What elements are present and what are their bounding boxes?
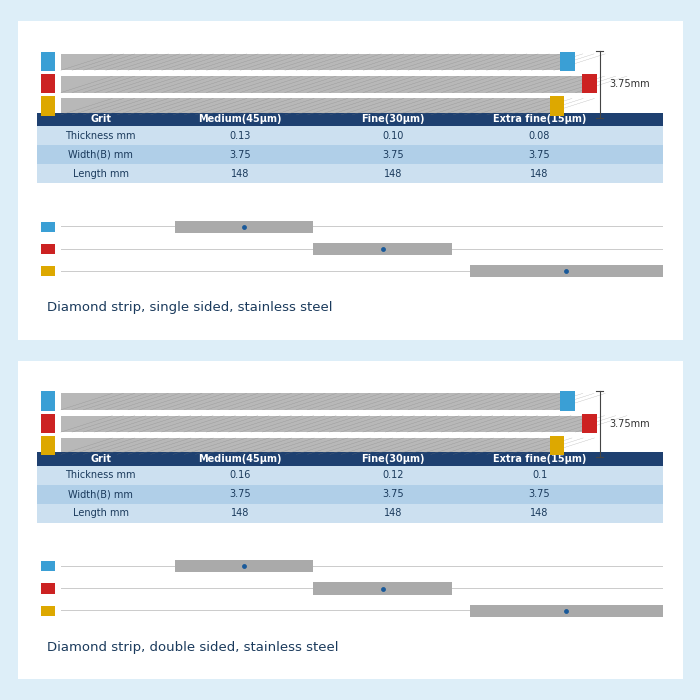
Bar bbox=[41, 97, 55, 116]
Bar bbox=[41, 414, 55, 433]
Bar bbox=[582, 414, 596, 433]
Text: 148: 148 bbox=[231, 169, 249, 179]
Bar bbox=[41, 222, 55, 232]
Text: 148: 148 bbox=[231, 508, 249, 519]
Text: Length mm: Length mm bbox=[73, 508, 129, 519]
Text: 3.75mm: 3.75mm bbox=[610, 79, 650, 90]
Text: 3.75: 3.75 bbox=[230, 150, 251, 160]
Bar bbox=[61, 588, 663, 589]
Bar bbox=[470, 265, 662, 277]
Text: 3.75mm: 3.75mm bbox=[610, 419, 650, 429]
Text: Grit: Grit bbox=[90, 454, 111, 464]
Text: Thickness mm: Thickness mm bbox=[65, 131, 136, 141]
Bar bbox=[41, 436, 55, 455]
Bar bbox=[561, 391, 575, 410]
Text: 3.75: 3.75 bbox=[382, 150, 404, 160]
Bar bbox=[41, 244, 55, 254]
Bar bbox=[61, 271, 663, 272]
Bar bbox=[38, 113, 662, 126]
Text: 0.08: 0.08 bbox=[528, 131, 550, 141]
Bar bbox=[314, 243, 452, 255]
Bar bbox=[175, 220, 314, 233]
Text: 0.16: 0.16 bbox=[230, 470, 251, 480]
Text: Length mm: Length mm bbox=[73, 169, 129, 179]
Bar bbox=[38, 466, 662, 484]
Bar bbox=[41, 266, 55, 276]
Bar bbox=[550, 436, 564, 455]
Bar bbox=[61, 566, 663, 567]
Text: Width(B) mm: Width(B) mm bbox=[68, 489, 133, 499]
Bar bbox=[61, 76, 587, 92]
Text: 0.13: 0.13 bbox=[230, 131, 251, 141]
Bar bbox=[61, 248, 663, 250]
Text: Fine(30μm): Fine(30μm) bbox=[361, 114, 425, 125]
Bar bbox=[314, 582, 452, 594]
Text: 0.1: 0.1 bbox=[532, 470, 547, 480]
FancyBboxPatch shape bbox=[8, 356, 692, 684]
Bar bbox=[550, 97, 564, 116]
Text: 148: 148 bbox=[531, 169, 549, 179]
Text: Thickness mm: Thickness mm bbox=[65, 470, 136, 480]
Text: 148: 148 bbox=[384, 508, 402, 519]
Bar bbox=[38, 145, 662, 164]
Bar bbox=[175, 560, 314, 573]
Text: Medium(45μm): Medium(45μm) bbox=[199, 114, 282, 125]
Text: 0.10: 0.10 bbox=[382, 131, 404, 141]
Bar bbox=[41, 74, 55, 93]
Bar bbox=[41, 561, 55, 571]
Text: 3.75: 3.75 bbox=[382, 489, 404, 499]
Text: Grit: Grit bbox=[90, 114, 111, 125]
Bar bbox=[561, 52, 575, 71]
Text: Fine(30μm): Fine(30μm) bbox=[361, 454, 425, 464]
Text: 0.12: 0.12 bbox=[382, 470, 404, 480]
Bar bbox=[38, 126, 662, 145]
Bar bbox=[61, 393, 565, 410]
Bar bbox=[61, 416, 587, 432]
Bar bbox=[38, 452, 662, 466]
Bar bbox=[38, 504, 662, 523]
Bar bbox=[61, 438, 554, 454]
Bar bbox=[61, 226, 663, 228]
Text: Medium(45μm): Medium(45μm) bbox=[199, 454, 282, 464]
Text: 148: 148 bbox=[531, 508, 549, 519]
Text: 3.75: 3.75 bbox=[230, 489, 251, 499]
Text: Extra fine(15μm): Extra fine(15μm) bbox=[493, 454, 586, 464]
Text: Diamond strip, single sided, stainless steel: Diamond strip, single sided, stainless s… bbox=[48, 301, 333, 314]
Bar bbox=[41, 606, 55, 616]
Bar bbox=[41, 52, 55, 71]
Bar bbox=[41, 391, 55, 410]
Text: Diamond strip, double sided, stainless steel: Diamond strip, double sided, stainless s… bbox=[48, 640, 339, 654]
Bar bbox=[470, 605, 662, 617]
Bar bbox=[61, 99, 554, 115]
Text: Extra fine(15μm): Extra fine(15μm) bbox=[493, 114, 586, 125]
Text: 3.75: 3.75 bbox=[528, 489, 550, 499]
Bar bbox=[61, 610, 663, 611]
Bar bbox=[38, 164, 662, 183]
Text: Width(B) mm: Width(B) mm bbox=[68, 150, 133, 160]
Bar bbox=[582, 74, 596, 93]
Bar bbox=[38, 484, 662, 504]
Text: 148: 148 bbox=[384, 169, 402, 179]
FancyBboxPatch shape bbox=[8, 16, 692, 344]
Bar bbox=[61, 54, 565, 71]
Bar bbox=[41, 584, 55, 594]
Text: 3.75: 3.75 bbox=[528, 150, 550, 160]
